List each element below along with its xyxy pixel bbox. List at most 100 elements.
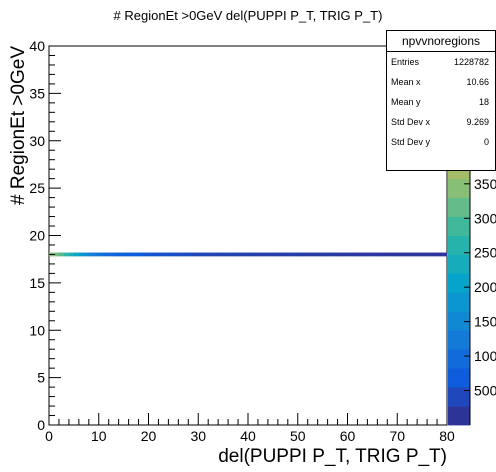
stats-value: 10.66 — [466, 77, 489, 87]
colorbar-tick-label: 2500 — [474, 245, 496, 261]
heatmap-cell — [347, 252, 353, 257]
x-tick-label: 50 — [290, 428, 306, 444]
colorbar-tick-label: 1000 — [474, 348, 496, 364]
colorbar-tick-label: 2000 — [474, 279, 496, 295]
heatmap-cell — [108, 252, 115, 257]
heatmap-cell — [218, 252, 224, 257]
heatmap-cell — [173, 252, 179, 257]
heatmap-cell — [223, 252, 229, 257]
heatmap-cell — [158, 252, 164, 257]
heatmap-cell — [392, 252, 398, 257]
heatmap-cell — [372, 252, 378, 257]
stats-label: Std Dev y — [391, 137, 431, 147]
stats-row-entries: Entries 1228782 — [387, 52, 495, 72]
heatmap-cell — [153, 252, 159, 257]
heatmap-cell — [178, 252, 184, 257]
heatmap-cell — [183, 252, 189, 257]
heatmap-cell — [78, 252, 85, 257]
colorbar-tick-label: 3000 — [474, 210, 496, 226]
x-axis-label: del(PUPPI P_T, TRIG P_T) — [218, 446, 447, 467]
y-tick-label: 15 — [29, 275, 45, 291]
heatmap-cell — [188, 252, 194, 257]
y-tick-label: 0 — [37, 417, 45, 433]
heatmap-cell — [83, 252, 90, 257]
colorbar-tick-label: 500 — [474, 383, 496, 399]
stats-label: Std Dev x — [391, 117, 431, 127]
heatmap-cell — [332, 252, 338, 257]
y-tick-label: 35 — [29, 85, 45, 101]
heatmap-cell — [427, 252, 433, 257]
heatmap-cell — [133, 252, 139, 257]
heatmap-cell — [143, 252, 149, 257]
heatmap-cell — [198, 252, 204, 257]
heatmap-cell — [322, 252, 328, 257]
heatmap-cell — [272, 252, 279, 257]
heatmap-cell — [422, 252, 428, 257]
heatmap-cell — [267, 252, 274, 257]
stats-row-stddev-x: Std Dev x 9.269 — [387, 112, 495, 132]
x-tick-label: 60 — [340, 428, 356, 444]
heatmap-cell — [362, 252, 368, 257]
heatmap-cell — [292, 252, 299, 257]
heatmap-cell — [203, 252, 209, 257]
colorbar-cell — [448, 292, 470, 312]
x-tick-label: 0 — [45, 428, 53, 444]
y-tick-label: 25 — [29, 180, 45, 196]
heatmap-cell — [387, 252, 393, 257]
colorbar-cell — [448, 235, 470, 255]
x-tick-label: 30 — [190, 428, 206, 444]
stats-title: npvvnoregions — [387, 31, 495, 52]
heatmap-cell — [412, 252, 418, 257]
heatmap-cell — [148, 252, 154, 257]
colorbar-cell — [448, 216, 470, 236]
stats-row-mean-x: Mean x 10.66 — [387, 72, 495, 92]
heatmap-cell — [168, 252, 174, 257]
x-tick-label: 40 — [240, 428, 256, 444]
heatmap-cell — [327, 252, 333, 257]
heatmap-cell — [123, 252, 129, 257]
heatmap-cell — [53, 252, 60, 257]
heatmap-cell — [337, 252, 343, 257]
heatmap-cell — [282, 252, 289, 257]
heatmap-cell — [193, 252, 199, 257]
heatmap-cell — [238, 252, 244, 257]
heatmap-cell — [407, 252, 413, 257]
stats-label: Mean x — [391, 77, 421, 87]
heatmap-cell — [163, 252, 169, 257]
heatmap-cell — [208, 252, 214, 257]
stats-value: 18 — [478, 97, 489, 107]
heatmap-cell — [287, 252, 294, 257]
heatmap-cell — [382, 252, 388, 257]
heatmap-cell — [352, 252, 358, 257]
x-tick-label: 70 — [389, 428, 405, 444]
colorbar-cell — [448, 368, 470, 388]
y-tick-label: 40 — [29, 38, 45, 54]
colorbar-cell — [448, 406, 470, 426]
heatmap-cell — [252, 252, 259, 257]
heatmap-cell — [417, 252, 423, 257]
heatmap-cell — [228, 252, 234, 257]
heatmap-cell — [317, 252, 324, 257]
stats-value: 1228782 — [453, 57, 489, 67]
heatmap-cell — [432, 252, 438, 257]
heatmap-cell — [138, 252, 144, 257]
plot-frame — [48, 45, 448, 426]
stats-label: Entries — [391, 57, 420, 67]
heatmap-cell — [367, 252, 373, 257]
heatmap-cell — [113, 252, 120, 257]
heatmap-cell — [257, 252, 264, 257]
stats-label: Mean y — [391, 97, 421, 107]
heatmap-cell — [277, 252, 284, 257]
heatmap-cell — [342, 252, 348, 257]
colorbar-cell — [448, 349, 470, 369]
colorbar-cell — [448, 254, 470, 274]
heatmap-cell — [357, 252, 363, 257]
colorbar-tick-label: 1500 — [474, 314, 496, 330]
y-tick-label: 10 — [29, 322, 45, 338]
heatmap-cell — [307, 252, 314, 257]
heatmap-cell — [442, 252, 448, 257]
heatmap-cell — [58, 252, 65, 257]
heatmap-cell — [262, 252, 269, 257]
